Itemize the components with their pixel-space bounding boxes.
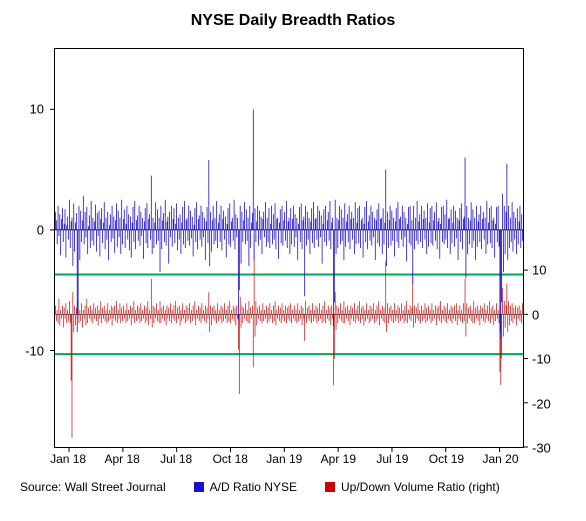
y-right-tick-label: -20 (532, 396, 576, 411)
legend-item-vol: Up/Down Volume Ratio (right) (325, 480, 500, 494)
x-tick-label: Apr 18 (104, 452, 139, 466)
legend-label-ad: A/D Ratio NYSE (210, 480, 297, 494)
x-tick-label: Oct 18 (213, 452, 248, 466)
chart-title: NYSE Daily Breadth Ratios (0, 0, 586, 30)
source-text: Source: Wall Street Journal (0, 480, 166, 494)
legend-swatch-ad (194, 482, 204, 492)
y-left-tick-label: 0 (0, 222, 44, 237)
legend: Source: Wall Street Journal A/D Ratio NY… (0, 480, 586, 494)
y-left-tick-label: -10 (0, 344, 44, 359)
y-right-tick-label: -30 (532, 441, 576, 456)
x-tick-label: Jul 19 (376, 452, 408, 466)
x-tick-label: Jan 19 (266, 452, 302, 466)
x-axis-labels: Jan 18Apr 18Jul 18Oct 18Jan 19Apr 19Jul … (54, 452, 524, 472)
legend-item-ad: A/D Ratio NYSE (194, 480, 297, 494)
y-right-tick-label: 0 (532, 307, 576, 322)
x-tick-label: Oct 19 (429, 452, 464, 466)
legend-swatch-vol (325, 482, 335, 492)
x-tick-label: Jul 18 (160, 452, 192, 466)
x-tick-label: Jan 18 (50, 452, 86, 466)
chart-container: NYSE Daily Breadth Ratios -10 0 10 -30 -20 -… (0, 0, 586, 521)
y-right-tick-label: 10 (532, 263, 576, 278)
legend-label-vol: Up/Down Volume Ratio (right) (341, 480, 500, 494)
x-tick-label: Jan 20 (482, 452, 518, 466)
y-left-tick-label: 10 (0, 101, 44, 116)
y-right-tick-label: -10 (532, 352, 576, 367)
plot-area (54, 48, 524, 448)
y-axis-left-labels: -10 0 10 (0, 48, 50, 448)
x-tick-label: Apr 19 (321, 452, 356, 466)
y-axis-right-labels: -30-20-10010 (526, 48, 576, 448)
